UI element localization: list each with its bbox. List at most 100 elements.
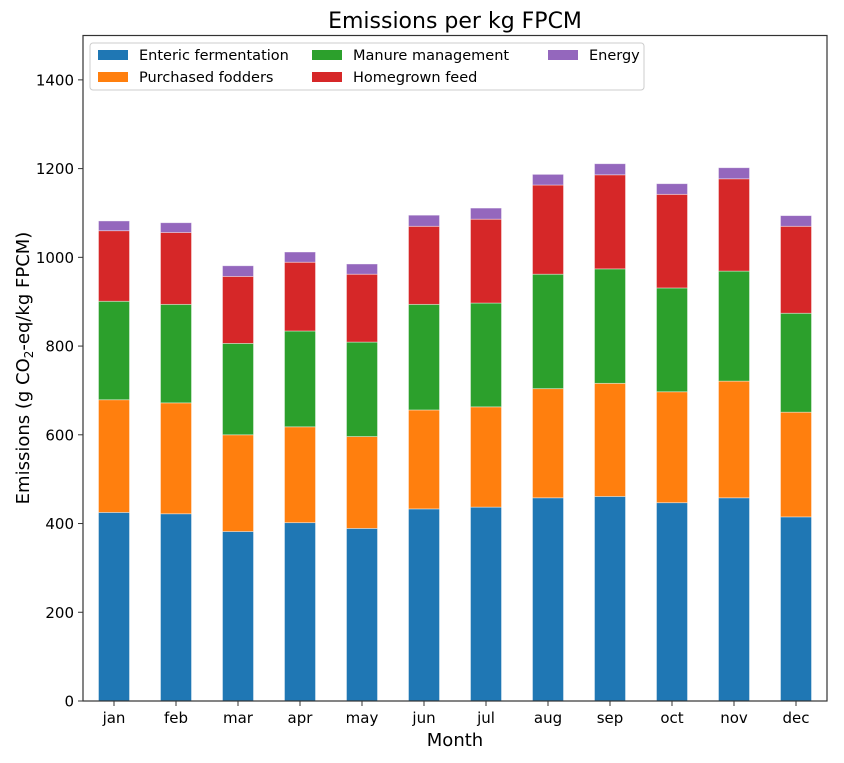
y-axis-label-sub: 2 xyxy=(22,351,36,359)
legend-swatch-purchased-fodders xyxy=(98,72,128,82)
y-tick-label: 1400 xyxy=(36,71,74,89)
bar-manure-management-feb xyxy=(160,303,192,404)
bar-homegrown-feed-may xyxy=(346,273,378,343)
y-tick-label: 200 xyxy=(45,604,74,622)
x-tick-label-aug: aug xyxy=(534,709,562,727)
bar-enteric-fermentation-nov xyxy=(718,497,750,702)
x-tick-label-dec: dec xyxy=(783,709,810,727)
axes-frame xyxy=(82,34,828,702)
bar-manure-management-oct xyxy=(656,287,688,393)
bar-homegrown-feed-aug xyxy=(532,184,564,275)
bar-enteric-fermentation-jun xyxy=(408,508,440,702)
x-tick-label-sep: sep xyxy=(597,709,624,727)
y-axis-label-post: -eq/kg FPCM) xyxy=(13,232,34,351)
bar-energy-jun xyxy=(408,214,440,227)
y-tick-label: 600 xyxy=(45,426,74,444)
y-tick-label: 0 xyxy=(64,693,74,711)
bar-purchased-fodders-may xyxy=(346,436,378,529)
x-tick-label-nov: nov xyxy=(720,709,748,727)
bar-purchased-fodders-jan xyxy=(98,399,130,513)
legend-swatch-homegrown-feed xyxy=(312,72,342,82)
bar-homegrown-feed-apr xyxy=(284,261,316,332)
bar-purchased-fodders-aug xyxy=(532,388,564,499)
x-tick-label-jan: jan xyxy=(102,709,126,727)
x-tick-label-jul: jul xyxy=(476,709,495,727)
bar-energy-oct xyxy=(656,183,688,195)
bar-homegrown-feed-jan xyxy=(98,230,130,302)
x-axis-ticks: jan feb mar apr may jun jul aug sep oct nov dec xyxy=(102,701,810,727)
bar-manure-management-jan xyxy=(98,300,130,401)
bar-enteric-fermentation-aug xyxy=(532,497,564,702)
y-axis-label: Emissions (g CO2-eq/kg FPCM) xyxy=(13,232,36,505)
bar-purchased-fodders-dec xyxy=(780,411,812,518)
x-tick-label-apr: apr xyxy=(288,709,314,727)
x-tick-label-oct: oct xyxy=(660,709,683,727)
bar-energy-jan xyxy=(98,220,130,232)
x-tick-label-may: may xyxy=(346,709,379,727)
y-tick-label: 400 xyxy=(45,515,74,533)
bar-enteric-fermentation-dec xyxy=(780,516,812,702)
bar-enteric-fermentation-apr xyxy=(284,522,316,702)
y-tick-label: 800 xyxy=(45,338,74,356)
bar-homegrown-feed-nov xyxy=(718,178,750,272)
bar-enteric-fermentation-sep xyxy=(594,496,626,702)
y-tick-label: 1000 xyxy=(36,249,74,267)
bar-homegrown-feed-sep xyxy=(594,174,626,270)
bar-manure-management-sep xyxy=(594,268,626,384)
bar-manure-management-may xyxy=(346,341,378,437)
bar-homegrown-feed-dec xyxy=(780,225,812,314)
bar-energy-feb xyxy=(160,222,192,233)
legend-label-energy: Energy xyxy=(589,48,640,64)
x-tick-label-mar: mar xyxy=(223,709,254,727)
bar-manure-management-mar xyxy=(222,343,254,436)
bar-purchased-fodders-jun xyxy=(408,409,440,510)
x-tick-label-jun: jun xyxy=(411,709,435,727)
bar-purchased-fodders-mar xyxy=(222,434,254,532)
bar-purchased-fodders-jul xyxy=(470,406,502,508)
bar-purchased-fodders-sep xyxy=(594,382,626,497)
legend-swatch-manure-management xyxy=(312,50,342,60)
legend-label-enteric-fermentation: Enteric fermentation xyxy=(139,48,289,64)
bar-energy-may xyxy=(346,263,378,275)
bar-energy-apr xyxy=(284,251,316,263)
bar-manure-management-apr xyxy=(284,330,316,428)
y-axis-label-pre: Emissions (g CO xyxy=(13,358,34,504)
legend-label-manure-management: Manure management xyxy=(353,48,509,64)
bar-purchased-fodders-feb xyxy=(160,402,192,515)
bar-energy-dec xyxy=(780,215,812,227)
bar-enteric-fermentation-may xyxy=(346,528,378,702)
bar-homegrown-feed-oct xyxy=(656,193,688,289)
bar-purchased-fodders-apr xyxy=(284,426,316,524)
bar-manure-management-jun xyxy=(408,303,440,411)
bar-energy-mar xyxy=(222,265,254,277)
bar-enteric-fermentation-oct xyxy=(656,502,688,702)
bars-group xyxy=(98,163,812,702)
bar-purchased-fodders-oct xyxy=(656,391,688,504)
bar-homegrown-feed-jul xyxy=(470,218,502,304)
bar-purchased-fodders-nov xyxy=(718,380,750,499)
bar-energy-sep xyxy=(594,163,626,176)
legend-box xyxy=(89,42,645,91)
bar-manure-management-aug xyxy=(532,273,564,390)
bar-homegrown-feed-mar xyxy=(222,276,254,344)
bar-energy-nov xyxy=(718,167,750,180)
y-axis-ticks: 0 200 400 600 800 1000 1200 1400 xyxy=(36,71,83,711)
bar-manure-management-nov xyxy=(718,270,750,382)
chart-title: Emissions per kg FPCM xyxy=(328,9,582,34)
bar-homegrown-feed-jun xyxy=(408,225,440,305)
bar-energy-jul xyxy=(470,207,502,220)
legend-label-homegrown-feed: Homegrown feed xyxy=(353,70,477,86)
bar-enteric-fermentation-jan xyxy=(98,512,130,702)
legend-swatch-enteric-fermentation xyxy=(98,50,128,60)
bar-enteric-fermentation-jul xyxy=(470,506,502,702)
x-tick-label-feb: feb xyxy=(164,709,188,727)
x-axis-label: Month xyxy=(427,730,483,751)
legend: Enteric fermentation Purchased fodders Man… xyxy=(89,42,645,91)
bar-enteric-fermentation-mar xyxy=(222,531,254,702)
bar-enteric-fermentation-feb xyxy=(160,513,192,702)
legend-swatch-energy xyxy=(548,50,578,60)
legend-label-purchased-fodders: Purchased fodders xyxy=(139,70,273,86)
bar-manure-management-jul xyxy=(470,302,502,408)
bar-homegrown-feed-feb xyxy=(160,232,192,305)
